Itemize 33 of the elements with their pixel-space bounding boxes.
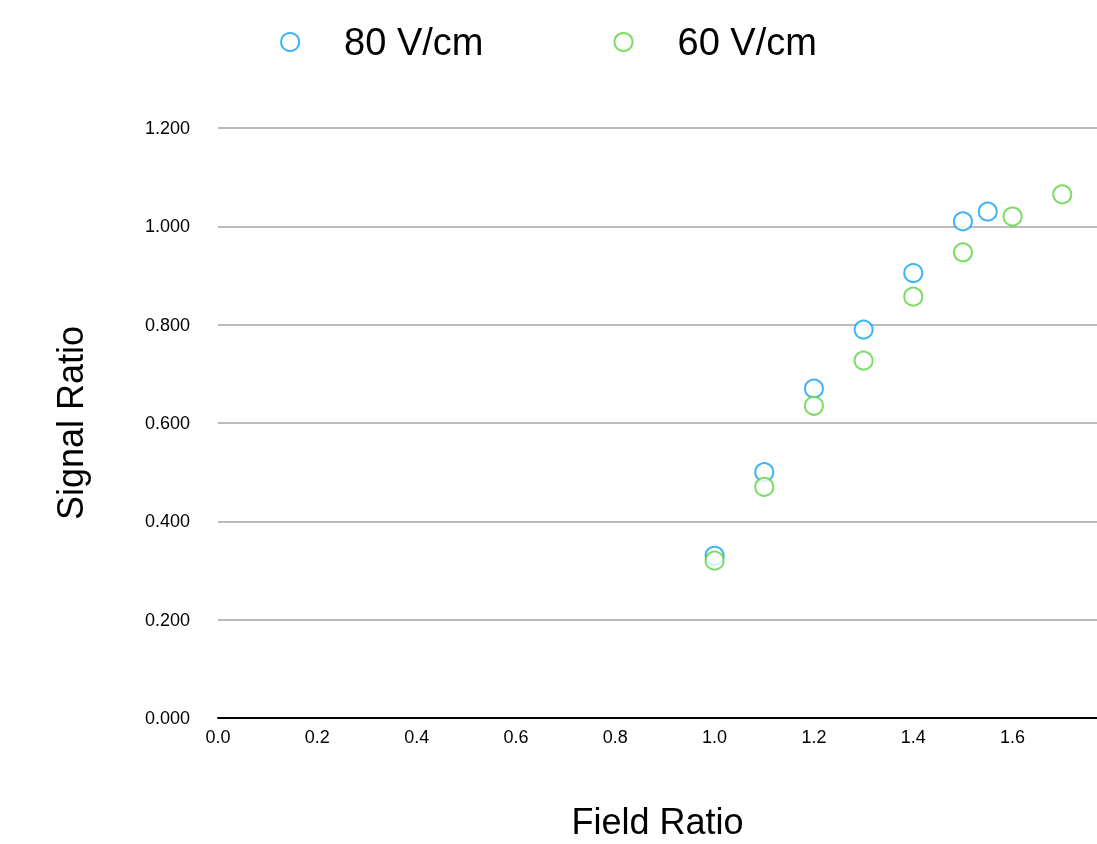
y-tick-label: 1.000 — [144, 216, 190, 237]
x-tick-label: 0.6 — [503, 727, 529, 747]
point — [853, 350, 874, 371]
y-tick-label: 0.200 — [144, 609, 190, 630]
legend-label: 60 V/cm — [677, 21, 817, 63]
y-tick-label: 0.400 — [144, 511, 190, 532]
point — [903, 286, 924, 307]
point — [1052, 184, 1073, 205]
legend-label: 80 V/cm — [344, 21, 484, 63]
x-tick-label: 0.4 — [404, 727, 430, 747]
point — [1002, 206, 1023, 227]
x-axis-title: Field Ratio — [571, 800, 744, 842]
x-tick-label: 1.0 — [702, 727, 728, 747]
y-axis-title: Signal Ratio — [49, 325, 91, 521]
x-tick-label: 1.2 — [801, 727, 827, 747]
y-tick-label: 0.600 — [144, 413, 190, 433]
y-tick-label: 0.800 — [144, 314, 190, 335]
point — [803, 395, 824, 416]
point — [952, 211, 973, 232]
y-tick-label: 1.200 — [144, 118, 190, 138]
x-tick-label: 0.8 — [602, 727, 628, 747]
point — [704, 550, 725, 571]
point — [853, 319, 874, 340]
x-tick-label: 1.6 — [1000, 727, 1026, 747]
point — [754, 476, 775, 497]
point — [977, 201, 998, 222]
point — [903, 263, 924, 284]
x-tick-label: 0.2 — [304, 727, 330, 747]
x-tick-label: 1.4 — [900, 727, 926, 747]
point — [803, 378, 824, 399]
x-tick-label: 0.0 — [205, 727, 231, 747]
y-tick-label: 0.000 — [144, 708, 190, 728]
point — [952, 242, 973, 263]
